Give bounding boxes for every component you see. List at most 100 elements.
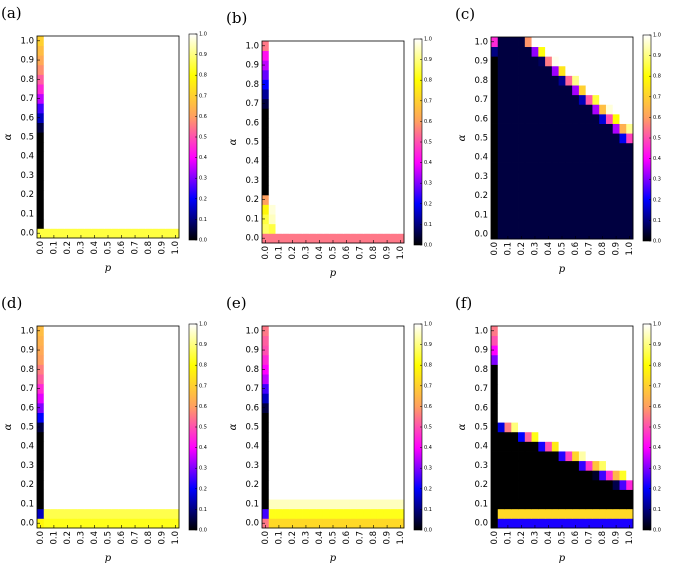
heatmap-cell [538,75,546,86]
heatmap-cell [329,41,337,52]
heatmap-cell [37,74,45,85]
heatmap-cell [57,209,65,220]
heatmap-cell [605,508,614,519]
heatmap-cell [57,374,65,385]
heatmap-cell [309,79,317,90]
heatmap-cell [518,65,526,76]
heatmap-cell [524,441,532,452]
heatmap-cell [309,470,317,481]
heatmap-cell [599,326,607,337]
heatmap-cell [491,422,499,433]
heatmap-cell [578,46,587,57]
heatmap-cell [376,364,385,375]
heatmap-cell [111,180,119,191]
heatmap-cell [356,479,364,490]
heatmap-cell [592,200,600,211]
heatmap-cell [309,479,317,490]
heatmap-cell [64,518,72,529]
heatmap-cell [43,170,51,181]
heatmap-cell [97,170,106,181]
heatmap-cell [322,499,331,510]
heatmap-cell [309,108,317,119]
heatmap-cell [124,122,133,133]
heatmap-cell [151,64,160,75]
heatmap-cell [97,412,106,423]
heatmap-cell [118,374,126,385]
heatmap-cell [612,508,620,519]
heatmap-cell [151,326,160,337]
heatmap-cell [599,354,607,365]
heatmap-cell [322,108,331,119]
heatmap-cell [551,171,560,182]
heatmap-cell [397,460,405,471]
heatmap-cell [165,393,173,404]
heatmap-cell [605,354,614,365]
heatmap-cell [91,374,99,385]
heatmap-cell [343,175,351,186]
heatmap-cell [491,65,499,76]
heatmap-cell [390,402,398,413]
heatmap-cell [309,60,317,71]
heatmap-cell [531,422,539,433]
heatmap-cell [97,470,106,481]
heatmap-cell [70,489,78,500]
heatmap-cell [551,123,560,134]
heatmap-cell [316,451,324,462]
heatmap-cell [572,326,580,337]
x-tick-label: 0.1 [49,531,59,545]
heatmap-cell [262,508,270,519]
heatmap-cell [599,402,607,413]
heatmap-cell [585,37,593,48]
heatmap-cell [37,364,45,375]
heatmap-cell [124,170,133,181]
y-tick-label: 0.6 [474,403,488,413]
heatmap-cell [551,190,560,201]
heatmap-cell [605,489,614,500]
heatmap-cell [64,402,72,413]
heatmap-cell [268,422,276,433]
heatmap-cell [565,374,573,385]
heatmap-cell [599,75,607,86]
heatmap-cell [504,94,512,105]
heatmap-cell [558,229,566,240]
heatmap-cell [50,412,58,423]
heatmap-cell [165,180,173,191]
heatmap-cell [356,470,364,481]
heatmap-cell [511,104,519,115]
heatmap-cell [390,345,398,356]
x-tick-label: 0.2 [288,246,298,260]
heatmap-cell [545,113,553,124]
heatmap-cell [578,200,587,211]
heatmap-cell [626,335,634,346]
heatmap-cell [289,98,297,109]
heatmap-cell [118,402,126,413]
heatmap-cell [131,55,139,66]
heatmap-cell [370,422,378,433]
heatmap-cell [619,364,627,375]
heatmap-cell [370,108,378,119]
heatmap-cell [626,441,634,452]
heatmap-cell [336,50,344,61]
heatmap-cell [77,335,85,346]
heatmap-cell [50,499,58,510]
y-tick-label: 0.1 [474,499,488,509]
heatmap-cell [172,64,180,75]
heatmap-cell [118,180,126,191]
heatmap-cell [592,451,600,462]
heatmap-cell [551,412,560,423]
heatmap-cell [322,479,331,490]
colorbar-tick-label: 0.2 [424,486,432,492]
y-tick-label: 0.5 [20,423,34,433]
heatmap-cell [349,137,358,148]
colorbar-tick-label: 0.8 [653,363,661,369]
heatmap-cell [545,402,553,413]
heatmap-cell [91,470,99,481]
heatmap-cell [124,93,133,104]
heatmap-cell [322,166,331,177]
heatmap-cell [151,422,160,433]
heatmap-cell [551,470,560,481]
heatmap-cell [397,451,405,462]
heatmap-cell [497,479,505,490]
heatmap-cell [518,499,526,510]
heatmap-cell [349,175,358,186]
